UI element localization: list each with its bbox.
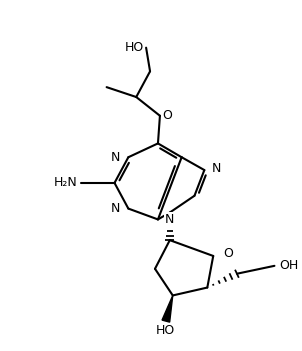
Text: O: O [162, 109, 172, 122]
Text: N: N [111, 151, 120, 164]
Text: O: O [223, 247, 233, 260]
Polygon shape [162, 296, 173, 322]
Text: HO: HO [125, 41, 144, 54]
Text: N: N [165, 213, 175, 226]
Text: N: N [111, 202, 120, 215]
Text: HO: HO [156, 324, 175, 337]
Text: H₂N: H₂N [53, 177, 77, 190]
Text: N: N [212, 161, 222, 174]
Text: OH: OH [279, 259, 299, 272]
